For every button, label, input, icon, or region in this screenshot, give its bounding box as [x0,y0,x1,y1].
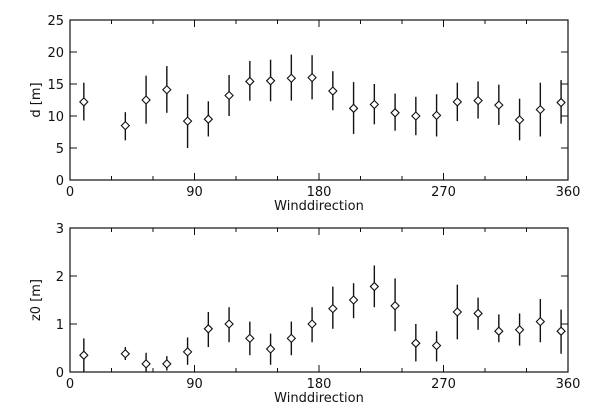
data-point [79,350,89,360]
data-point [203,114,214,124]
data-point [556,97,566,108]
bottom-panel-z0: 0 90 180 270 360 0 1 2 3 Winddirection z0 [m] [29,222,580,406]
data-point [286,333,297,344]
y-tick-label: 0 [56,366,64,381]
data-point [473,308,483,319]
x-tick-label: 360 [556,377,581,392]
data-point [369,99,380,110]
y-axis-label: z0 [m] [29,279,44,321]
data-point [265,344,276,354]
x-axis-label: Winddirection [274,199,364,214]
data-point [182,347,193,357]
data-point [535,104,546,115]
data-point [245,76,255,87]
y-tick-label: 1 [56,318,64,333]
data-point [307,319,317,329]
data-point [494,326,504,336]
data-point [348,295,359,305]
y-tick-label: 2 [56,270,64,285]
data-point [390,108,400,118]
data-point [514,324,525,335]
data-point [473,95,483,106]
top-panel-d: 0 90 180 270 360 0 5 10 15 20 25 Winddirection d [m] [29,14,580,214]
data-point [162,359,172,369]
x-tick-label: 90 [186,185,203,200]
data-point [411,338,421,348]
data-point [452,97,463,107]
data-point [79,97,89,107]
data-point [452,307,463,317]
data-point [224,319,234,329]
data-point [514,115,525,125]
data-point [535,316,546,327]
x-tick-label: 270 [431,185,456,200]
x-tick-label: 0 [66,185,74,200]
data-point [224,90,234,101]
y-tick-label: 20 [47,46,64,61]
data-point [369,281,380,292]
data-point [390,300,400,311]
y-tick-label: 5 [56,142,64,157]
data-point [141,359,151,369]
data-point [307,72,317,83]
data-point [411,111,421,121]
data-point [203,324,214,334]
data-point [120,348,131,359]
data-point [286,73,297,84]
plot-frame [69,227,569,373]
x-tick-label: 90 [186,377,203,392]
data-point [182,116,193,126]
data-point [431,340,442,351]
x-tick-label: 270 [431,377,456,392]
data-point [120,120,131,131]
data-point [141,95,151,105]
data-point [556,326,566,336]
y-tick-label: 0 [56,174,64,189]
x-tick-label: 180 [307,185,332,200]
data-point [245,333,255,344]
data-point [162,84,172,95]
data-point [494,100,504,110]
x-tick-label: 180 [307,377,332,392]
y-tick-label: 3 [56,222,64,237]
data-point [265,76,276,86]
x-tick-label: 360 [556,185,581,200]
y-axis-label: d [m] [29,82,44,117]
data-point [328,303,338,314]
y-tick-label: 10 [47,110,64,125]
x-tick-label: 0 [66,377,74,392]
x-axis-label: Winddirection [274,391,364,406]
data-point [431,110,442,121]
y-tick-label: 25 [47,14,64,29]
data-point [328,86,338,96]
y-tick-label: 15 [47,78,64,93]
data-point [348,103,359,114]
